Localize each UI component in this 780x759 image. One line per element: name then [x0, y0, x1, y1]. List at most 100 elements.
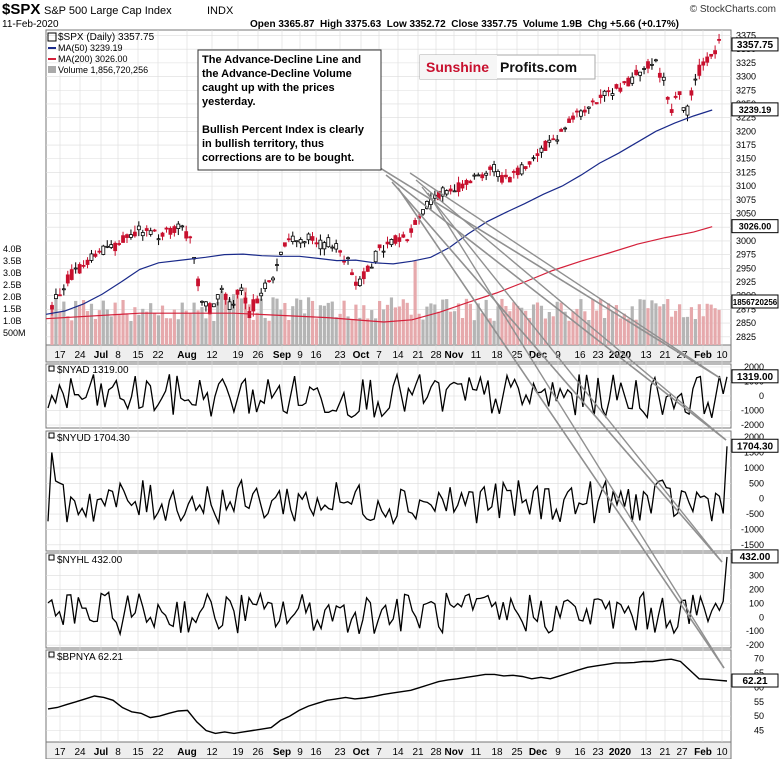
volume-bar	[156, 315, 161, 345]
volume-bar	[563, 311, 567, 345]
volume-bar	[705, 303, 709, 345]
volume-bar	[117, 313, 121, 345]
volume-bar	[172, 309, 176, 345]
annotation-arrow	[427, 192, 725, 669]
volume-bar	[496, 306, 500, 345]
candle-body	[109, 244, 114, 248]
legend-ma50: MA(50) 3239.19	[58, 43, 123, 53]
chart-exchange: INDX	[207, 5, 234, 17]
x-tick-label: 19	[232, 350, 244, 361]
indicator-tick-label: 55	[754, 697, 764, 707]
indicator-line	[47, 372, 728, 420]
annotation-line: corrections are to be bought.	[202, 152, 354, 164]
candle-body	[160, 232, 165, 237]
candle-body	[350, 272, 354, 276]
indicator-line	[47, 446, 728, 526]
candle-body	[132, 231, 137, 237]
candle-body	[57, 294, 62, 297]
volume-bar	[512, 302, 516, 345]
volume-bar	[445, 299, 449, 345]
volume-bar	[381, 309, 386, 345]
candle-body	[586, 106, 591, 109]
chart-name: S&P 500 Large Cap Index	[44, 5, 172, 17]
price-tick-label: 3375	[736, 30, 756, 40]
candle-body	[571, 115, 575, 120]
indicator-tick-label: 200	[749, 584, 764, 594]
volume-bar	[579, 299, 583, 345]
candle-body	[136, 225, 141, 231]
candle-body	[709, 53, 714, 57]
volume-bar	[460, 317, 465, 345]
volume-bar	[599, 298, 603, 345]
volume-bar	[184, 310, 188, 345]
indicator-tick-label: -2000	[741, 420, 764, 430]
volume-bar	[125, 314, 129, 345]
x-tick-label: Oct	[353, 747, 370, 758]
volume-bar	[567, 320, 571, 345]
x-tick-label: 28	[430, 747, 442, 758]
candle-body	[231, 303, 236, 306]
volume-tick-label: 2.5B	[3, 280, 22, 290]
candle-body	[251, 299, 256, 312]
annotation-arrow	[385, 174, 727, 441]
indicator-tick-label: -1000	[741, 406, 764, 416]
volume-bar	[595, 310, 599, 345]
price-tick-label: 3050	[736, 209, 756, 219]
volume-bar	[697, 304, 701, 345]
candle-body	[665, 96, 670, 100]
candle-body	[144, 228, 149, 231]
candle-body	[73, 267, 78, 270]
nyad-title: $NYAD 1319.00	[57, 365, 129, 376]
candle-body	[575, 110, 579, 113]
volume-bar	[271, 297, 275, 345]
volume-bar	[354, 304, 358, 345]
volume-bar	[393, 307, 397, 345]
candle-body	[50, 305, 54, 310]
volume-bar	[50, 304, 54, 345]
volume-bar	[121, 299, 125, 345]
x-tick-label: 12	[206, 747, 218, 758]
value-flag-label: 3026.00	[739, 222, 772, 232]
candle-body	[590, 100, 595, 103]
x-tick-label: 9	[555, 747, 561, 758]
panel-frames	[45, 29, 732, 743]
volume-bar	[417, 313, 421, 345]
x-tick-label: 17	[54, 350, 66, 361]
nyud-title: $NYUD 1704.30	[57, 433, 130, 444]
candle-body	[326, 237, 331, 248]
annotation-arrow	[421, 186, 723, 563]
volume-bar	[176, 319, 180, 345]
price-tick-label: 3275	[736, 85, 756, 95]
value-flag-label: 62.21	[742, 676, 767, 687]
annotation-line: Bullish Percent Index is clearly	[202, 124, 365, 136]
volume-bar	[618, 318, 622, 345]
x-tick-label: 13	[640, 350, 652, 361]
volume-bar	[231, 294, 236, 345]
candle-body	[275, 264, 279, 266]
volume-bar	[610, 311, 615, 345]
x-tick-label: 26	[252, 350, 264, 361]
candle-body	[105, 245, 110, 248]
annotation-line: The Advance-Decline Line and	[202, 54, 361, 66]
candle-body	[642, 68, 646, 70]
volume-bar	[433, 304, 437, 345]
candle-body	[476, 174, 481, 177]
volume-bar	[717, 309, 721, 345]
volume-bar	[310, 300, 315, 345]
indicator-tick-label: 500	[749, 478, 764, 488]
price-tick-label: 3175	[736, 140, 756, 150]
volume-bar	[709, 304, 713, 345]
candle-body	[77, 264, 82, 274]
candle-body	[622, 81, 627, 84]
x-tick-label: 18	[491, 747, 503, 758]
volume-bar	[492, 320, 496, 345]
value-flag	[731, 37, 779, 52]
volume-bar	[654, 303, 658, 345]
candle-body	[397, 237, 402, 242]
candle-body	[346, 257, 350, 260]
x-tick-label: 22	[152, 350, 164, 361]
annotation-line: yesterday.	[202, 96, 256, 108]
x-tick-label: 26	[252, 747, 264, 758]
volume-bar	[634, 319, 638, 345]
volume-bar	[674, 310, 678, 345]
